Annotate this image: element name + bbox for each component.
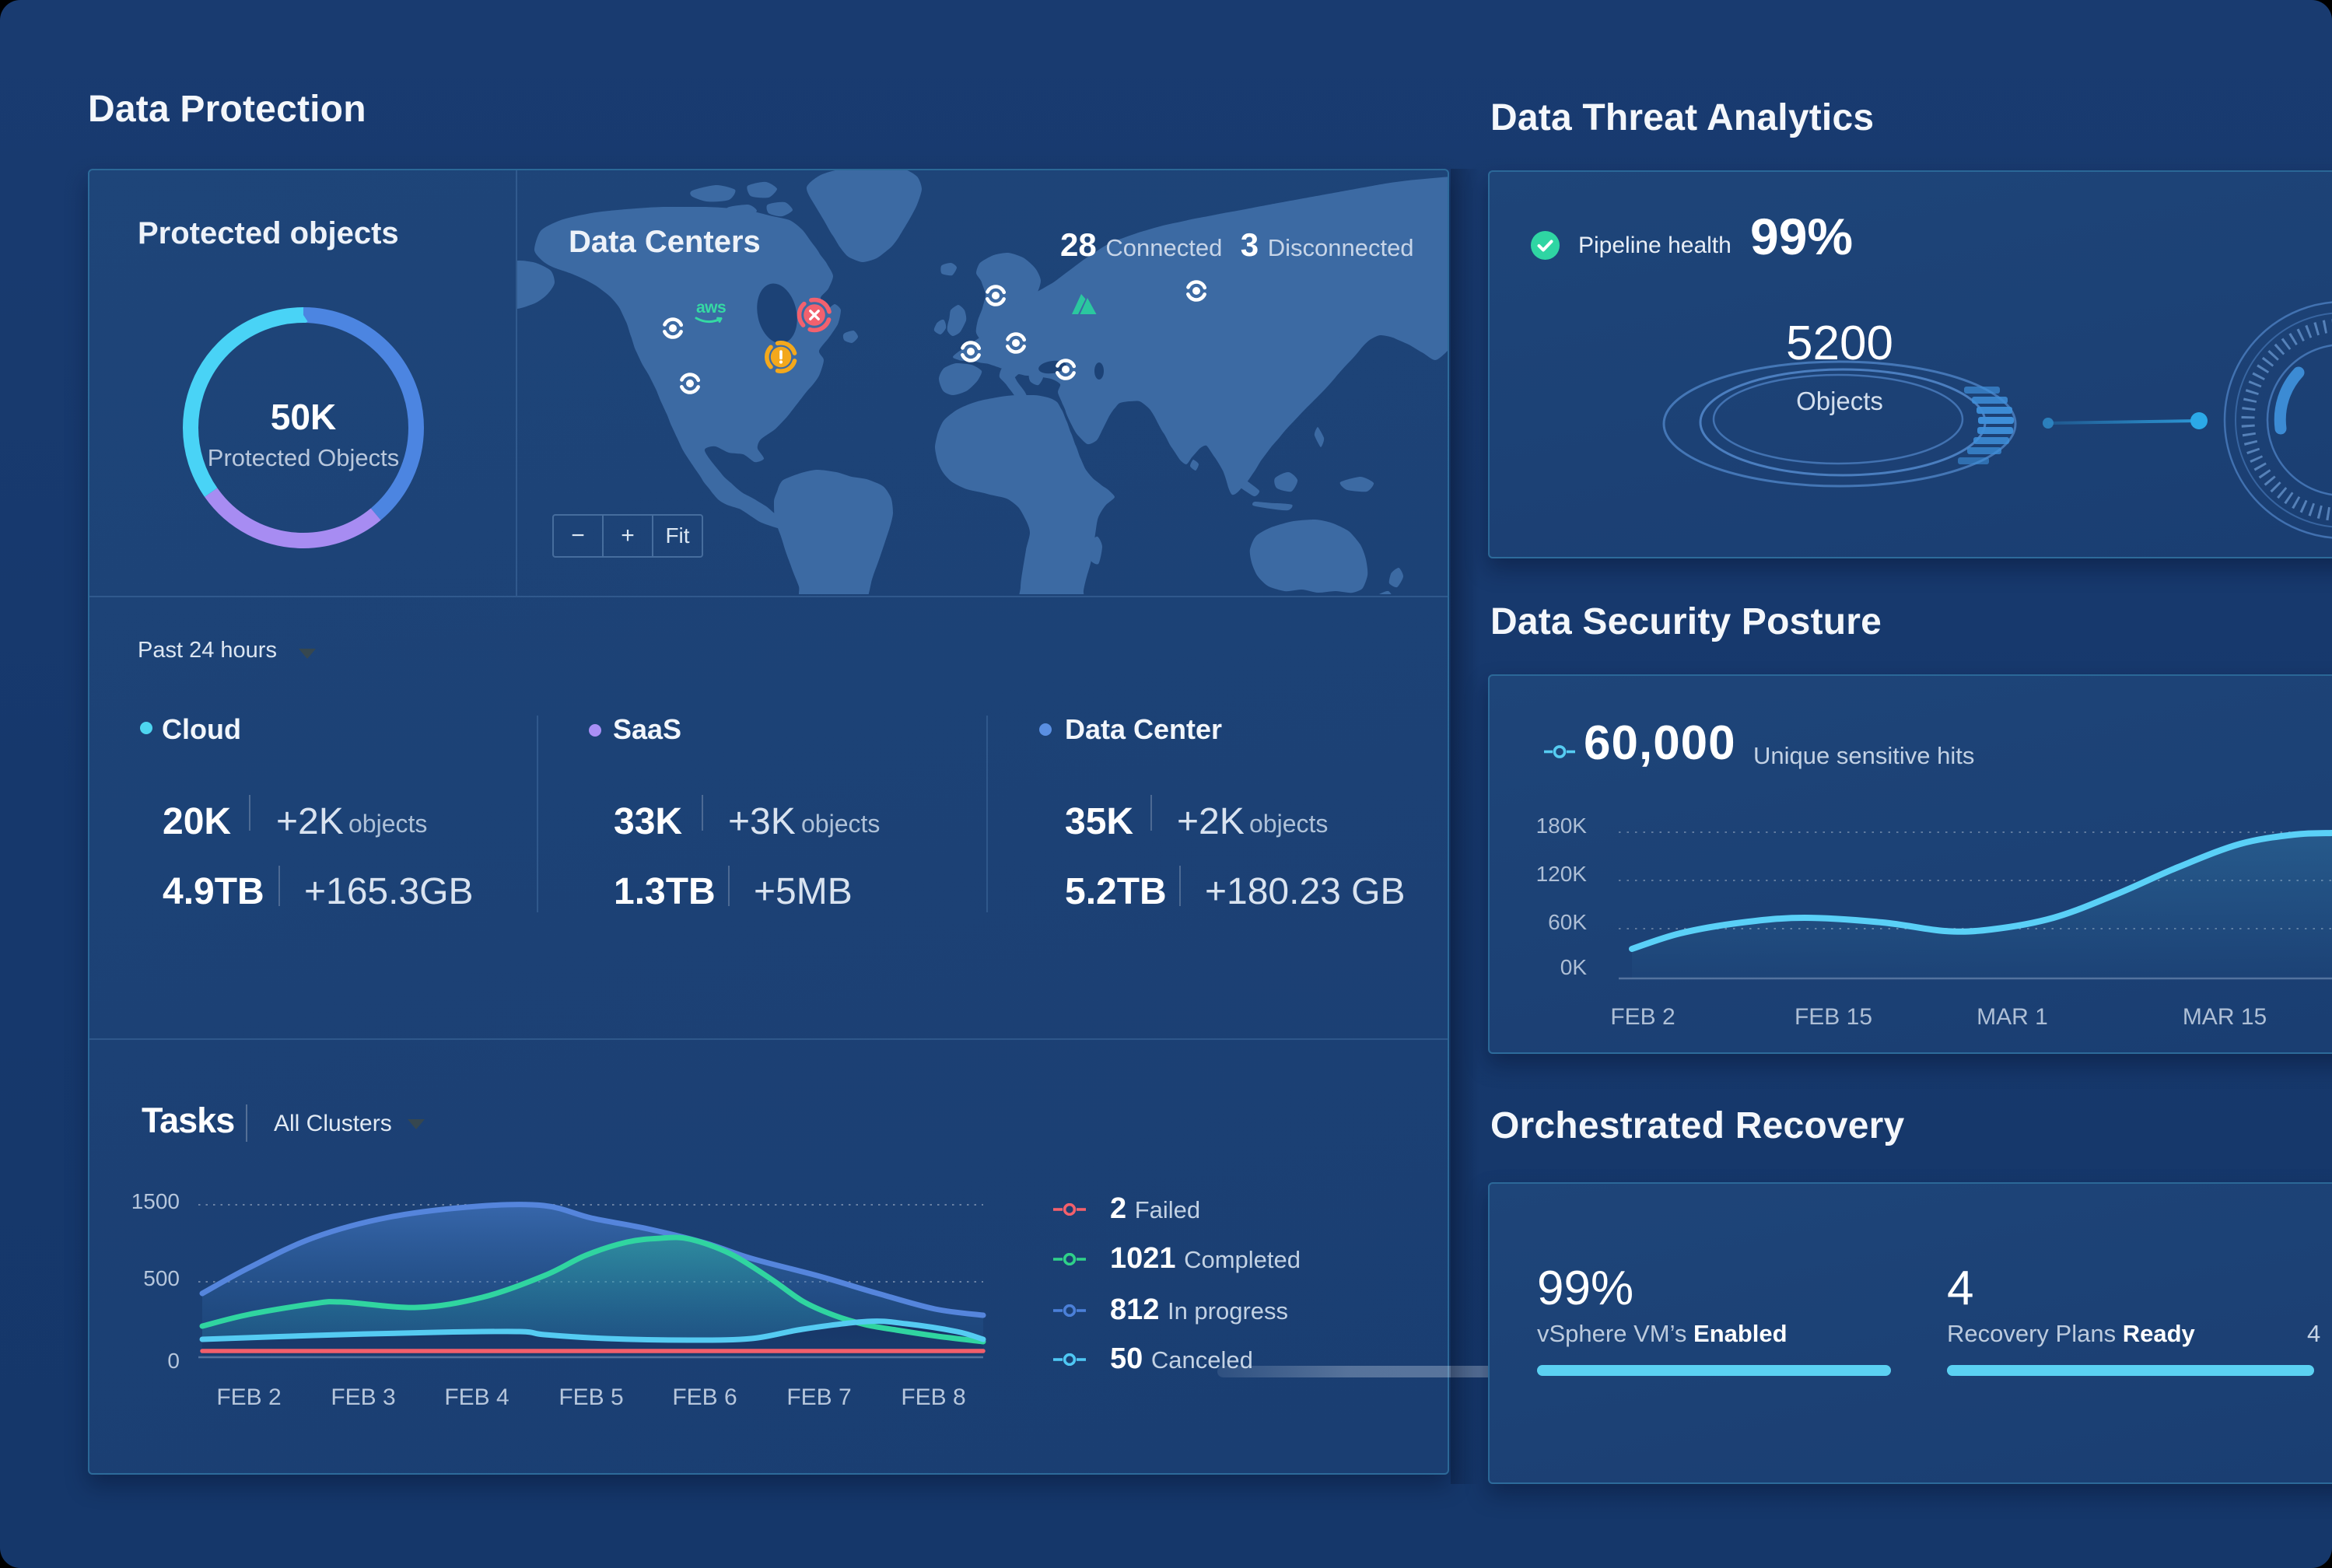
- svg-text:aws: aws: [696, 299, 726, 317]
